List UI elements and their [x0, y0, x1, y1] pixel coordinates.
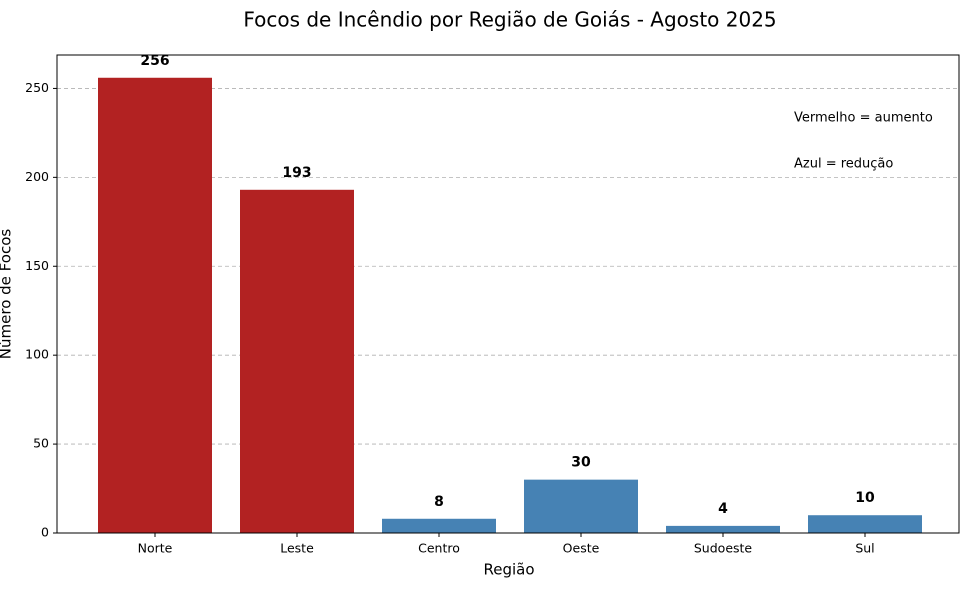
bar [524, 479, 638, 533]
x-tick-label: Leste [280, 541, 314, 556]
y-tick-label: 0 [41, 525, 49, 540]
y-tick-label: 250 [25, 80, 49, 95]
x-tick-label: Oeste [563, 541, 600, 556]
x-tick-label: Centro [418, 541, 460, 556]
x-axis-label: Região [483, 561, 534, 579]
bar [98, 77, 212, 533]
data-label: 8 [434, 494, 444, 510]
chart-title: Focos de Incêndio por Região de Goiás - … [243, 8, 776, 32]
y-tick-label: 150 [25, 258, 49, 273]
data-label: 256 [140, 53, 169, 69]
bar [382, 518, 496, 533]
x-tick-label: Sul [855, 541, 874, 556]
annotation: Vermelho = aumento [794, 111, 933, 126]
y-tick-label: 200 [25, 169, 49, 184]
data-label: 10 [855, 490, 875, 506]
y-axis-label: Número de Focos [0, 229, 15, 360]
plot-frame [56, 54, 960, 534]
bar [240, 189, 354, 533]
y-tick-label: 50 [33, 436, 49, 451]
y-tick-label: 100 [25, 347, 49, 362]
data-label: 30 [571, 455, 591, 471]
bar [666, 525, 780, 533]
annotation: Azul = redução [794, 157, 893, 172]
bar [808, 515, 922, 533]
x-tick-label: Sudoeste [694, 541, 753, 556]
x-tick-label: Norte [138, 541, 173, 556]
data-label: 4 [718, 501, 728, 517]
data-label: 193 [282, 165, 311, 181]
